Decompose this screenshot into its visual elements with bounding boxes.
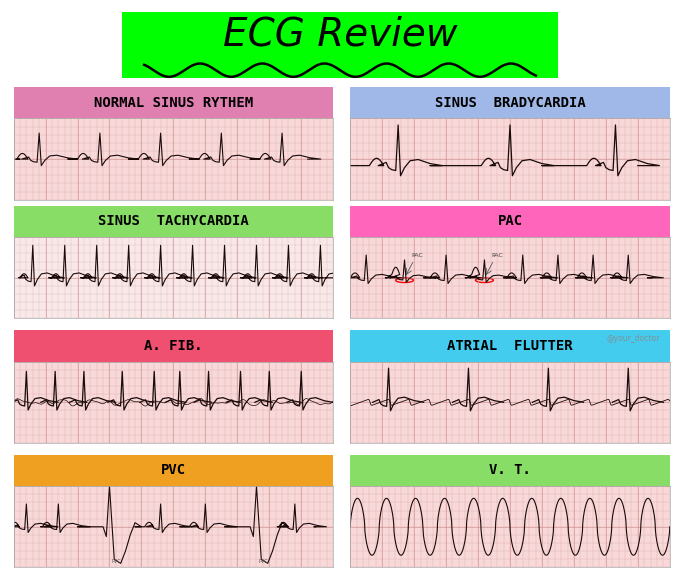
Text: PAC: PAC: [411, 254, 423, 258]
Text: SINUS  TACHYCARDIA: SINUS TACHYCARDIA: [98, 214, 249, 228]
Text: PAC: PAC: [498, 214, 522, 228]
Text: PAC: PAC: [492, 254, 503, 258]
Text: SINUS  BRADYCARDIA: SINUS BRADYCARDIA: [435, 96, 585, 109]
Text: PVC: PVC: [111, 559, 120, 563]
Text: ECG Review: ECG Review: [223, 16, 457, 54]
Text: PVC: PVC: [161, 463, 186, 477]
Text: NORMAL SINUS RYTHEM: NORMAL SINUS RYTHEM: [94, 96, 253, 109]
Text: ATRIAL  FLUTTER: ATRIAL FLUTTER: [447, 339, 573, 353]
Text: @your_doctor: @your_doctor: [607, 334, 660, 343]
Text: A. FIB.: A. FIB.: [144, 339, 203, 353]
Text: V. T.: V. T.: [489, 463, 531, 477]
Text: PVC: PVC: [258, 559, 268, 563]
